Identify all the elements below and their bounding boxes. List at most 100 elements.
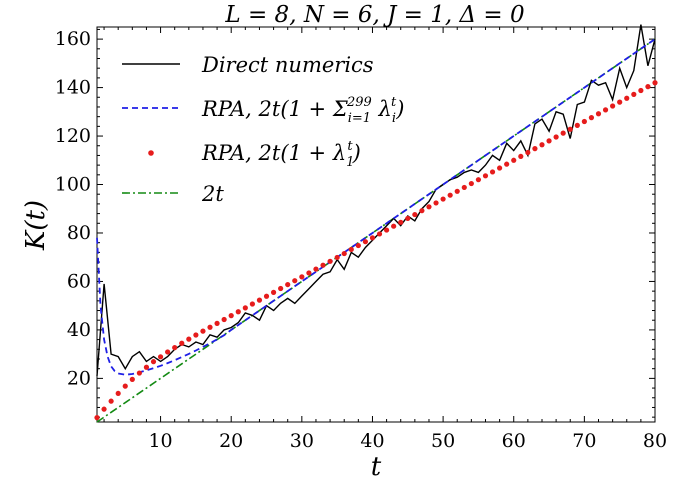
legend-rpa-1-main: RPA, 2t(1 + λ bbox=[201, 141, 346, 165]
data-point-rpa-1 bbox=[376, 231, 383, 237]
data-point-rpa-1 bbox=[278, 285, 284, 292]
data-point-rpa-1 bbox=[186, 336, 192, 342]
data-point-rpa-1 bbox=[263, 293, 270, 299]
data-point-rpa-1 bbox=[426, 204, 432, 210]
data-point-rpa-1 bbox=[645, 84, 651, 90]
series-line-rpa-sum bbox=[96, 38, 656, 376]
data-point-rpa-1 bbox=[320, 262, 326, 268]
data-point-rpa-1 bbox=[433, 200, 439, 206]
data-point-rpa-1 bbox=[355, 242, 361, 249]
series-layer bbox=[94, 24, 658, 423]
data-point-rpa-1 bbox=[624, 95, 630, 101]
data-point-rpa-1 bbox=[214, 320, 220, 326]
data-point-rpa-1 bbox=[193, 332, 199, 338]
data-point-rpa-1 bbox=[108, 398, 114, 404]
data-point-rpa-1 bbox=[101, 406, 107, 412]
y-axis-label: K(t) bbox=[21, 200, 51, 251]
data-point-rpa-1 bbox=[497, 165, 503, 171]
data-point-rpa-1 bbox=[299, 274, 305, 280]
data-point-rpa-1 bbox=[165, 349, 171, 355]
data-point-rpa-1 bbox=[588, 115, 595, 121]
y-tick-label: 140 bbox=[55, 77, 91, 99]
legend-label-direct: Direct numerics bbox=[201, 53, 374, 77]
data-point-rpa-1 bbox=[94, 415, 100, 421]
data-point-rpa-1 bbox=[285, 281, 291, 288]
data-point-rpa-1 bbox=[602, 107, 609, 113]
data-point-rpa-1 bbox=[560, 130, 566, 136]
data-point-rpa-1 bbox=[595, 111, 602, 117]
data-point-rpa-1 bbox=[136, 370, 142, 376]
data-point-rpa-1 bbox=[489, 169, 496, 175]
y-tick-label: 120 bbox=[55, 125, 91, 147]
data-point-rpa-1 bbox=[567, 126, 573, 132]
x-tick-label: 70 bbox=[572, 430, 596, 452]
legend-rpa-sum-tail-sub: i bbox=[392, 111, 396, 126]
legend-rpa-1-sup: t bbox=[347, 139, 353, 154]
x-tick-label: 10 bbox=[148, 430, 172, 452]
legend-label-two-t: 2t bbox=[201, 182, 224, 206]
data-point-rpa-1 bbox=[652, 80, 658, 86]
data-point-rpa-1 bbox=[179, 340, 185, 346]
data-point-rpa-1 bbox=[362, 239, 369, 245]
data-point-rpa-1 bbox=[306, 270, 312, 276]
data-point-rpa-1 bbox=[348, 246, 354, 253]
y-tick-label: 160 bbox=[55, 28, 91, 50]
data-point-rpa-1 bbox=[383, 227, 390, 233]
data-point-rpa-1 bbox=[150, 359, 157, 365]
x-tick-label: 60 bbox=[502, 430, 526, 452]
data-point-rpa-1 bbox=[412, 211, 418, 218]
legend-rpa-sum-sup: 299 bbox=[346, 95, 372, 110]
x-tick-label: 20 bbox=[219, 430, 243, 452]
x-tick-label: 50 bbox=[431, 430, 455, 452]
data-point-rpa-1 bbox=[518, 153, 524, 160]
data-point-rpa-1 bbox=[207, 324, 213, 330]
legend-rpa-sum-sub: i=1 bbox=[348, 111, 371, 126]
legend: Direct numerics RPA, 2t(1 + Σi=1299 λit)… bbox=[122, 53, 404, 206]
data-point-rpa-1 bbox=[327, 258, 333, 264]
legend-rpa-sum-tail: λ bbox=[372, 97, 392, 121]
legend-rpa-sum-end: ) bbox=[395, 97, 404, 121]
data-point-rpa-1 bbox=[546, 138, 552, 144]
data-point-rpa-1 bbox=[292, 278, 298, 284]
y-tick-label: 20 bbox=[67, 367, 91, 389]
axis-ticks: 10 20 30 40 50 60 70 80 20 40 60 80 100 120 140 160 bbox=[55, 27, 667, 452]
x-tick-label: 30 bbox=[290, 430, 314, 452]
y-tick-label: 80 bbox=[67, 222, 91, 244]
data-point-rpa-1 bbox=[270, 289, 277, 295]
data-point-rpa-1 bbox=[235, 309, 241, 315]
data-point-rpa-1 bbox=[638, 87, 644, 94]
data-point-rpa-1 bbox=[228, 313, 234, 319]
y-tick-label: 40 bbox=[67, 319, 91, 341]
x-tick-label: 80 bbox=[643, 430, 667, 452]
data-point-rpa-1 bbox=[129, 376, 135, 382]
data-point-rpa-1 bbox=[200, 328, 206, 334]
plot-frame bbox=[96, 26, 656, 423]
data-point-rpa-1 bbox=[157, 354, 164, 360]
data-point-rpa-1 bbox=[256, 297, 263, 303]
x-axis-label: t bbox=[371, 452, 382, 482]
legend-swatch-rpa-1 bbox=[148, 150, 154, 156]
data-point-rpa-1 bbox=[405, 215, 411, 222]
data-point-rpa-1 bbox=[532, 146, 538, 152]
data-point-rpa-1 bbox=[468, 180, 474, 187]
data-point-rpa-1 bbox=[581, 118, 587, 125]
data-point-rpa-1 bbox=[242, 305, 248, 311]
data-point-rpa-1 bbox=[398, 219, 404, 225]
legend-rpa-1-end: ) bbox=[352, 141, 361, 165]
y-tick-label: 100 bbox=[55, 174, 91, 196]
data-point-rpa-1 bbox=[172, 345, 178, 351]
x-tick-label: 40 bbox=[360, 430, 384, 452]
data-point-rpa-1 bbox=[454, 188, 460, 194]
data-point-rpa-1 bbox=[617, 99, 623, 105]
plot-area: 10 20 30 40 50 60 70 80 20 40 60 80 100 120 140 160 bbox=[55, 24, 667, 452]
legend-label-rpa-1: RPA, 2t(1 + λ1t) bbox=[201, 139, 361, 170]
data-point-rpa-1 bbox=[539, 142, 545, 148]
data-point-rpa-1 bbox=[574, 122, 580, 128]
data-point-rpa-1 bbox=[504, 161, 510, 167]
series-line-direct bbox=[96, 24, 656, 377]
y-tick-label: 60 bbox=[67, 270, 91, 292]
data-point-rpa-1 bbox=[511, 157, 517, 163]
data-point-rpa-1 bbox=[334, 254, 340, 261]
data-point-rpa-1 bbox=[115, 390, 121, 397]
data-point-rpa-1 bbox=[461, 184, 467, 191]
